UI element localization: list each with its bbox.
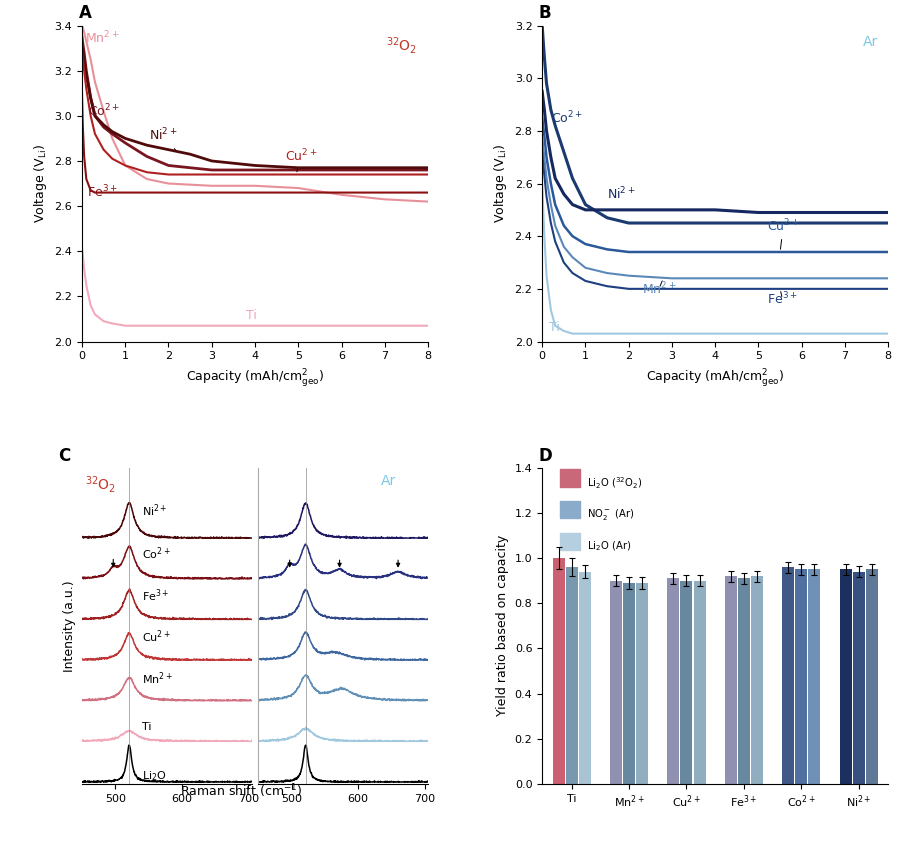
Bar <box>668 579 680 784</box>
Bar <box>783 567 794 784</box>
Text: Fe$^{3+}$: Fe$^{3+}$ <box>87 183 118 200</box>
Text: Co$^{2+}$: Co$^{2+}$ <box>142 545 170 561</box>
Bar <box>610 581 622 784</box>
Text: Mn$^{2+}$: Mn$^{2+}$ <box>142 671 173 688</box>
Text: Ar: Ar <box>863 35 878 49</box>
Bar <box>751 576 763 784</box>
Bar <box>552 558 565 784</box>
Bar <box>623 583 635 784</box>
Bar <box>636 583 648 784</box>
Text: $^{32}$O$_2$: $^{32}$O$_2$ <box>86 475 117 495</box>
Bar <box>559 501 580 518</box>
Bar <box>693 581 705 784</box>
Y-axis label: Intensity (a.u.): Intensity (a.u.) <box>64 580 77 671</box>
Text: Fe$^{3+}$: Fe$^{3+}$ <box>142 587 169 603</box>
Text: Ni$^{2+}$: Ni$^{2+}$ <box>149 127 178 150</box>
Text: Cu$^{2+}$: Cu$^{2+}$ <box>142 629 171 645</box>
Text: Mn$^{2+}$: Mn$^{2+}$ <box>85 30 119 47</box>
Text: Ni$^{2+}$: Ni$^{2+}$ <box>607 186 636 202</box>
Bar <box>808 569 821 784</box>
Text: Ti: Ti <box>548 321 559 334</box>
Bar <box>853 572 865 784</box>
Bar <box>681 581 692 784</box>
Text: Mn$^{2+}$: Mn$^{2+}$ <box>641 280 676 297</box>
X-axis label: Capacity (mAh/cm$^2_{\mathrm{geo}}$): Capacity (mAh/cm$^2_{\mathrm{geo}}$) <box>186 367 324 389</box>
X-axis label: Capacity (mAh/cm$^2_{\mathrm{geo}}$): Capacity (mAh/cm$^2_{\mathrm{geo}}$) <box>646 367 784 389</box>
Bar <box>559 532 580 550</box>
Text: C: C <box>58 446 70 464</box>
Text: Li$_2$O (Ar): Li$_2$O (Ar) <box>588 539 631 553</box>
Text: Li$_2$O ($^{32}$O$_2$): Li$_2$O ($^{32}$O$_2$) <box>588 475 642 492</box>
Bar <box>795 569 807 784</box>
Text: Li$_2$O: Li$_2$O <box>142 769 167 783</box>
Text: $^{32}$O$_2$: $^{32}$O$_2$ <box>386 35 417 56</box>
Text: Co$^{2+}$: Co$^{2+}$ <box>88 102 120 118</box>
Y-axis label: Yield ratio based on capacity: Yield ratio based on capacity <box>496 535 509 717</box>
Text: Cu$^{2+}$: Cu$^{2+}$ <box>285 147 318 172</box>
Bar <box>840 569 852 784</box>
Bar <box>865 569 878 784</box>
Bar <box>738 579 750 784</box>
Bar <box>725 576 737 784</box>
Text: Ni$^{2+}$: Ni$^{2+}$ <box>142 503 168 520</box>
Text: Co$^{2+}$: Co$^{2+}$ <box>551 109 583 126</box>
Text: A: A <box>78 4 91 22</box>
Text: NO$_2^-$ (Ar): NO$_2^-$ (Ar) <box>588 508 635 522</box>
Text: Ti: Ti <box>246 309 257 322</box>
Text: B: B <box>538 4 551 22</box>
Text: D: D <box>538 446 552 464</box>
Y-axis label: Voltage (V$_{\mathrm{Li}}$): Voltage (V$_{\mathrm{Li}}$) <box>492 144 509 223</box>
Bar <box>559 469 580 486</box>
Text: Ti: Ti <box>142 722 151 732</box>
Text: Ar: Ar <box>381 475 395 488</box>
Bar <box>578 572 590 784</box>
Bar <box>566 567 578 784</box>
Text: Raman shift (cm$^{-1}$): Raman shift (cm$^{-1}$) <box>180 783 302 800</box>
Y-axis label: Voltage (V$_{\mathrm{Li}}$): Voltage (V$_{\mathrm{Li}}$) <box>32 144 49 223</box>
Text: Fe$^{3+}$: Fe$^{3+}$ <box>767 291 798 308</box>
Text: Cu$^{2+}$: Cu$^{2+}$ <box>767 217 800 250</box>
